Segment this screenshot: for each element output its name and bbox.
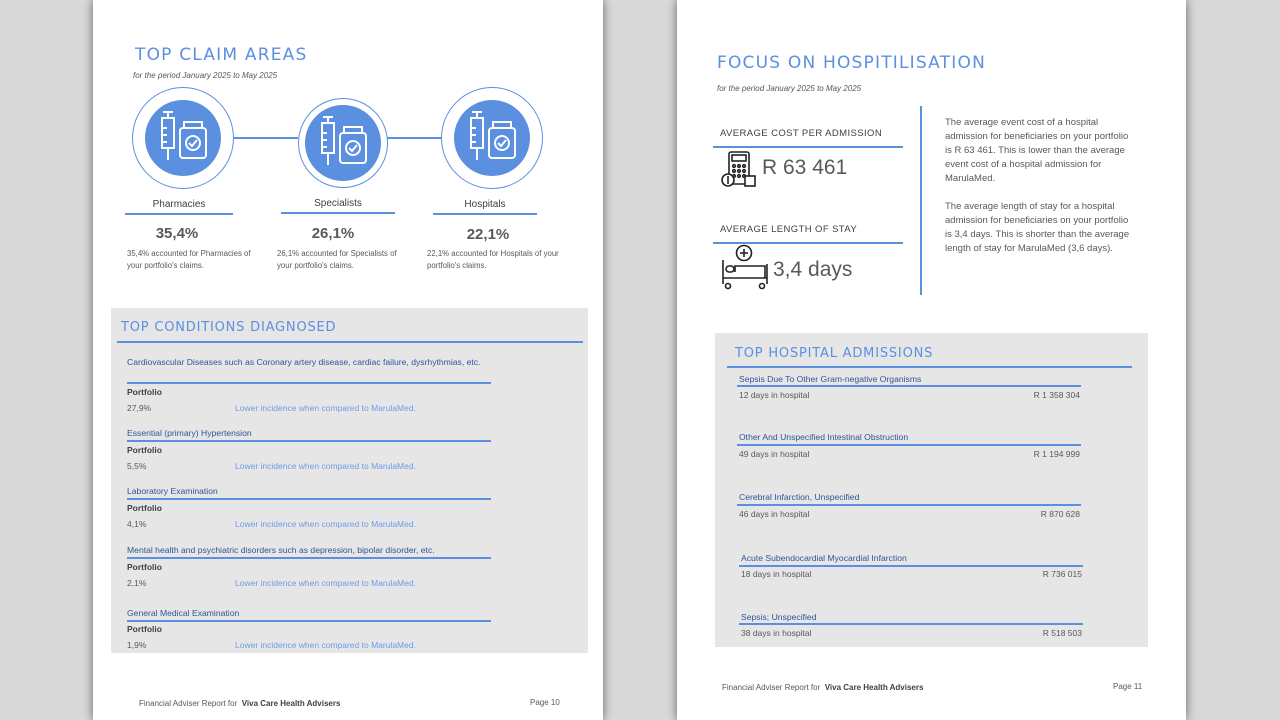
- condition-note: Lower incidence when compared to MarulaM…: [235, 403, 416, 413]
- admission-cost: R 870 628: [1040, 509, 1080, 519]
- claim-area-label: Hospitals: [464, 199, 506, 210]
- footer-prefix: Financial Adviser Report for: [139, 699, 238, 708]
- admission-name: Cerebral Infarction, Unspecified: [739, 492, 860, 502]
- condition-value: 1,9%: [127, 640, 147, 650]
- condition-value: 5,5%: [127, 461, 147, 471]
- admission-divider: [739, 565, 1083, 567]
- avg-stay-label: AVERAGE LENGTH OF STAY: [720, 224, 858, 235]
- portfolio-label: Portfolio: [127, 503, 162, 513]
- page-title: FOCUS ON HOSPITILISATION: [717, 53, 986, 73]
- panel-divider: [117, 341, 583, 343]
- admission-name: Acute Subendocardial Myocardial Infarcti…: [741, 553, 907, 563]
- admission-divider: [737, 444, 1081, 446]
- avg-cost-value: R 63 461: [762, 156, 848, 179]
- claim-area-description: 26,1% accounted for Specialists of your …: [277, 249, 397, 270]
- footer-company: Viva Care Health Advisers: [241, 699, 341, 708]
- hospitals-circle: [441, 87, 543, 189]
- portfolio-label: Portfolio: [127, 624, 162, 634]
- syringe-medicine-icon: [145, 100, 221, 176]
- admission-divider: [739, 623, 1083, 625]
- label-underline: [433, 213, 537, 215]
- portfolio-label: Portfolio: [127, 445, 162, 455]
- hospital-bed-icon: [721, 244, 771, 290]
- label-underline: [125, 213, 233, 215]
- admission-days: 12 days in hospital: [739, 390, 810, 400]
- admission-cost: R 1 358 304: [1033, 390, 1080, 400]
- page-title: TOP CLAIM AREAS: [135, 45, 308, 65]
- condition-divider: [127, 557, 491, 559]
- calculator-money-icon: [721, 150, 757, 188]
- footer-company: Viva Care Health Advisers: [824, 683, 924, 692]
- page-number: Page 10: [530, 698, 560, 707]
- condition-value: 2,1%: [127, 578, 147, 588]
- admission-name: Sepsis Due To Other Gram-negative Organi…: [739, 374, 922, 384]
- period-subtitle: for the period January 2025 to May 2025: [133, 71, 278, 80]
- syringe-medicine-icon: [454, 100, 530, 176]
- connector-line: [387, 137, 441, 139]
- claim-area-description: 35,4% accounted for Pharmacies of your p…: [127, 249, 251, 270]
- claim-area-percent: 35,4%: [155, 225, 199, 242]
- admission-cost: R 1 194 999: [1033, 449, 1080, 459]
- claim-area-percent: 22,1%: [466, 226, 510, 243]
- condition-divider: [127, 440, 491, 442]
- condition-name: Essential (primary) Hypertension: [127, 428, 252, 438]
- panel-title: TOP CONDITIONS DIAGNOSED: [121, 320, 337, 335]
- condition-name: Laboratory Examination: [127, 486, 218, 496]
- connector-line: [233, 137, 298, 139]
- admission-name: Sepsis; Unspecified: [741, 612, 817, 622]
- period-subtitle: for the period January 2025 to May 2025: [717, 84, 862, 93]
- condition-note: Lower incidence when compared to MarulaM…: [235, 640, 416, 650]
- claim-area-percent: 26,1%: [311, 225, 355, 242]
- admission-name: Other And Unspecified Intestinal Obstruc…: [739, 432, 909, 442]
- avg-stay-paragraph: The average length of stay for a hospita…: [945, 201, 1130, 254]
- condition-divider: [127, 620, 491, 622]
- panel-title: TOP HOSPITAL ADMISSIONS: [735, 346, 934, 361]
- page-footer: Financial Adviser Report for Viva Care H…: [139, 699, 340, 708]
- condition-note: Lower incidence when compared to MarulaM…: [235, 519, 416, 529]
- syringe-medicine-icon: [305, 105, 381, 181]
- portfolio-label: Portfolio: [127, 562, 162, 572]
- footer-prefix: Financial Adviser Report for: [722, 683, 821, 692]
- claim-area-label: Specialists: [314, 198, 362, 209]
- claim-area-description: 22,1% accounted for Hospitals of your po…: [427, 249, 559, 270]
- metric-divider: [713, 242, 903, 244]
- vertical-divider: [920, 106, 922, 295]
- admissions-panel: TOP HOSPITAL ADMISSIONS Sepsis Due To Ot…: [715, 333, 1148, 647]
- admission-divider: [737, 504, 1081, 506]
- page-11: FOCUS ON HOSPITILISATION for the period …: [677, 0, 1186, 720]
- condition-note: Lower incidence when compared to MarulaM…: [235, 578, 416, 588]
- admission-divider: [737, 385, 1081, 387]
- page-10: TOP CLAIM AREAS for the period January 2…: [93, 0, 603, 720]
- conditions-panel: TOP CONDITIONS DIAGNOSED Cardiovascular …: [111, 308, 588, 653]
- admission-days: 38 days in hospital: [741, 628, 812, 638]
- page-footer: Financial Adviser Report for Viva Care H…: [722, 683, 923, 692]
- page-number: Page 11: [1113, 682, 1143, 691]
- condition-value: 4,1%: [127, 519, 147, 529]
- claim-area-label: Pharmacies: [152, 199, 206, 210]
- pharmacies-circle: [132, 87, 234, 189]
- panel-divider: [727, 366, 1132, 368]
- admission-days: 49 days in hospital: [739, 449, 810, 459]
- metric-divider: [713, 146, 903, 148]
- condition-divider: [127, 498, 491, 500]
- admission-days: 46 days in hospital: [739, 509, 810, 519]
- avg-stay-value: 3,4 days: [773, 258, 853, 281]
- condition-name: General Medical Examination: [127, 608, 240, 618]
- condition-divider: [127, 382, 491, 384]
- specialists-circle: [298, 98, 388, 188]
- condition-name: Mental health and psychiatric disorders …: [127, 545, 435, 555]
- admission-cost: R 736 015: [1042, 569, 1082, 579]
- admission-cost: R 518 503: [1042, 628, 1082, 638]
- label-underline: [281, 212, 395, 214]
- portfolio-label: Portfolio: [127, 387, 162, 397]
- condition-name: Cardiovascular Diseases such as Coronary…: [127, 357, 481, 367]
- avg-cost-label: AVERAGE COST PER ADMISSION: [720, 128, 883, 139]
- condition-note: Lower incidence when compared to MarulaM…: [235, 461, 416, 471]
- condition-value: 27,9%: [127, 403, 152, 413]
- avg-cost-paragraph: The average event cost of a hospital adm…: [945, 117, 1129, 184]
- admission-days: 18 days in hospital: [741, 569, 812, 579]
